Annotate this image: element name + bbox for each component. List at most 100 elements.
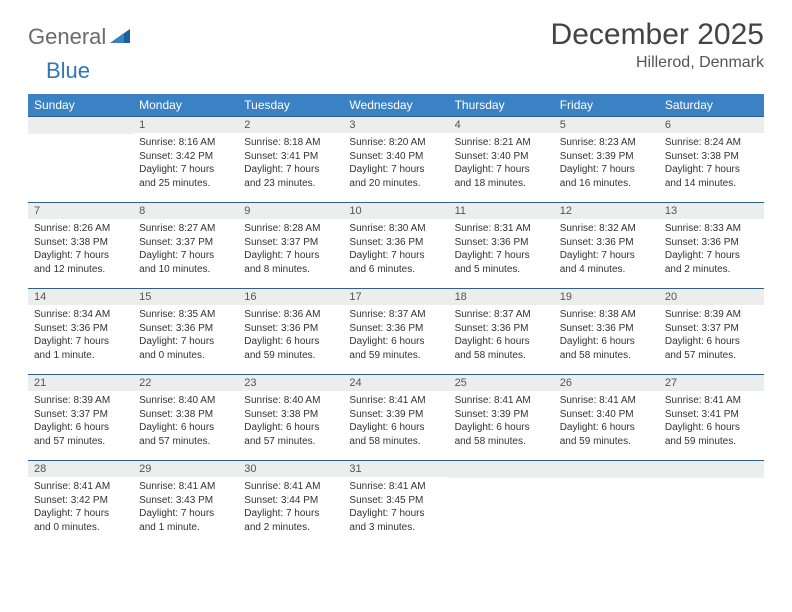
day-detail-line: Sunset: 3:38 PM xyxy=(244,408,337,422)
day-details: Sunrise: 8:37 AMSunset: 3:36 PMDaylight:… xyxy=(449,305,554,366)
day-detail-line: Sunrise: 8:40 AM xyxy=(244,394,337,408)
day-detail-line: Sunset: 3:41 PM xyxy=(665,408,758,422)
day-details: Sunrise: 8:20 AMSunset: 3:40 PMDaylight:… xyxy=(343,133,448,194)
day-detail-line: Sunset: 3:36 PM xyxy=(349,322,442,336)
day-detail-line: and 5 minutes. xyxy=(455,263,548,277)
day-number: 2 xyxy=(238,117,343,133)
day-detail-line: and 10 minutes. xyxy=(139,263,232,277)
day-detail-line: Sunset: 3:40 PM xyxy=(560,408,653,422)
calendar-day-cell: 6Sunrise: 8:24 AMSunset: 3:38 PMDaylight… xyxy=(659,117,764,203)
day-number: 18 xyxy=(449,289,554,305)
calendar-day-cell: 10Sunrise: 8:30 AMSunset: 3:36 PMDayligh… xyxy=(343,203,448,289)
weekday-header: Thursday xyxy=(449,94,554,117)
day-detail-line: and 0 minutes. xyxy=(139,349,232,363)
day-detail-line: and 57 minutes. xyxy=(665,349,758,363)
calendar-day-cell: 29Sunrise: 8:41 AMSunset: 3:43 PMDayligh… xyxy=(133,461,238,547)
day-details xyxy=(659,478,764,485)
day-detail-line: Daylight: 7 hours xyxy=(349,249,442,263)
day-detail-line: Daylight: 7 hours xyxy=(455,249,548,263)
day-detail-line: Sunrise: 8:41 AM xyxy=(139,480,232,494)
day-detail-line: Sunrise: 8:41 AM xyxy=(244,480,337,494)
calendar-day-cell: 2Sunrise: 8:18 AMSunset: 3:41 PMDaylight… xyxy=(238,117,343,203)
day-details xyxy=(28,134,133,141)
day-number: 21 xyxy=(28,375,133,391)
day-detail-line: Sunrise: 8:41 AM xyxy=(349,480,442,494)
day-detail-line: Daylight: 7 hours xyxy=(139,335,232,349)
day-detail-line: Daylight: 7 hours xyxy=(455,163,548,177)
day-detail-line: Daylight: 6 hours xyxy=(665,421,758,435)
day-detail-line: Sunset: 3:38 PM xyxy=(139,408,232,422)
day-number xyxy=(28,117,133,134)
day-detail-line: Sunrise: 8:20 AM xyxy=(349,136,442,150)
calendar-day-cell: 1Sunrise: 8:16 AMSunset: 3:42 PMDaylight… xyxy=(133,117,238,203)
day-number: 16 xyxy=(238,289,343,305)
day-detail-line: Daylight: 7 hours xyxy=(560,163,653,177)
day-number: 5 xyxy=(554,117,659,133)
day-details: Sunrise: 8:41 AMSunset: 3:40 PMDaylight:… xyxy=(554,391,659,452)
day-number: 12 xyxy=(554,203,659,219)
calendar-day-cell: 22Sunrise: 8:40 AMSunset: 3:38 PMDayligh… xyxy=(133,375,238,461)
day-detail-line: and 1 minute. xyxy=(139,521,232,535)
day-detail-line: and 3 minutes. xyxy=(349,521,442,535)
day-number: 24 xyxy=(343,375,448,391)
day-detail-line: Sunset: 3:42 PM xyxy=(139,150,232,164)
day-number: 4 xyxy=(449,117,554,133)
day-detail-line: Daylight: 7 hours xyxy=(244,163,337,177)
day-detail-line: Daylight: 7 hours xyxy=(349,507,442,521)
day-detail-line: Daylight: 7 hours xyxy=(244,249,337,263)
day-number xyxy=(659,461,764,478)
weekday-header: Monday xyxy=(133,94,238,117)
weekday-header: Friday xyxy=(554,94,659,117)
day-detail-line: Sunset: 3:39 PM xyxy=(349,408,442,422)
calendar-day-cell xyxy=(449,461,554,547)
day-details: Sunrise: 8:34 AMSunset: 3:36 PMDaylight:… xyxy=(28,305,133,366)
day-detail-line: Daylight: 7 hours xyxy=(34,249,127,263)
calendar-day-cell: 31Sunrise: 8:41 AMSunset: 3:45 PMDayligh… xyxy=(343,461,448,547)
day-detail-line: Sunset: 3:37 PM xyxy=(139,236,232,250)
day-number: 23 xyxy=(238,375,343,391)
day-detail-line: Sunset: 3:36 PM xyxy=(665,236,758,250)
day-detail-line: and 18 minutes. xyxy=(455,177,548,191)
day-number: 15 xyxy=(133,289,238,305)
day-detail-line: Sunrise: 8:26 AM xyxy=(34,222,127,236)
calendar-day-cell: 23Sunrise: 8:40 AMSunset: 3:38 PMDayligh… xyxy=(238,375,343,461)
day-detail-line: Daylight: 7 hours xyxy=(665,249,758,263)
weekday-header: Tuesday xyxy=(238,94,343,117)
day-details: Sunrise: 8:41 AMSunset: 3:39 PMDaylight:… xyxy=(449,391,554,452)
day-detail-line: Sunset: 3:37 PM xyxy=(665,322,758,336)
day-detail-line: and 59 minutes. xyxy=(665,435,758,449)
day-details: Sunrise: 8:18 AMSunset: 3:41 PMDaylight:… xyxy=(238,133,343,194)
day-details: Sunrise: 8:30 AMSunset: 3:36 PMDaylight:… xyxy=(343,219,448,280)
logo-triangle-icon xyxy=(110,27,130,48)
day-detail-line: Sunset: 3:41 PM xyxy=(244,150,337,164)
day-details: Sunrise: 8:39 AMSunset: 3:37 PMDaylight:… xyxy=(28,391,133,452)
day-detail-line: Sunset: 3:36 PM xyxy=(455,236,548,250)
day-detail-line: Sunset: 3:37 PM xyxy=(244,236,337,250)
day-number: 14 xyxy=(28,289,133,305)
day-detail-line: Sunset: 3:36 PM xyxy=(34,322,127,336)
day-number: 22 xyxy=(133,375,238,391)
day-detail-line: and 2 minutes. xyxy=(665,263,758,277)
day-details: Sunrise: 8:35 AMSunset: 3:36 PMDaylight:… xyxy=(133,305,238,366)
day-detail-line: Sunset: 3:36 PM xyxy=(560,322,653,336)
day-detail-line: Sunrise: 8:27 AM xyxy=(139,222,232,236)
day-detail-line: and 58 minutes. xyxy=(455,349,548,363)
day-number: 11 xyxy=(449,203,554,219)
day-detail-line: Sunset: 3:36 PM xyxy=(455,322,548,336)
calendar-day-cell: 26Sunrise: 8:41 AMSunset: 3:40 PMDayligh… xyxy=(554,375,659,461)
day-number: 30 xyxy=(238,461,343,477)
day-detail-line: and 57 minutes. xyxy=(34,435,127,449)
weekday-header: Wednesday xyxy=(343,94,448,117)
day-detail-line: Sunrise: 8:16 AM xyxy=(139,136,232,150)
day-detail-line: and 0 minutes. xyxy=(34,521,127,535)
day-detail-line: Daylight: 6 hours xyxy=(455,421,548,435)
day-detail-line: Daylight: 6 hours xyxy=(560,421,653,435)
day-detail-line: Sunrise: 8:41 AM xyxy=(455,394,548,408)
day-detail-line: Sunrise: 8:30 AM xyxy=(349,222,442,236)
day-detail-line: Sunrise: 8:40 AM xyxy=(139,394,232,408)
day-number: 13 xyxy=(659,203,764,219)
day-details: Sunrise: 8:32 AMSunset: 3:36 PMDaylight:… xyxy=(554,219,659,280)
day-details: Sunrise: 8:40 AMSunset: 3:38 PMDaylight:… xyxy=(133,391,238,452)
day-detail-line: Sunrise: 8:41 AM xyxy=(349,394,442,408)
day-detail-line: and 14 minutes. xyxy=(665,177,758,191)
